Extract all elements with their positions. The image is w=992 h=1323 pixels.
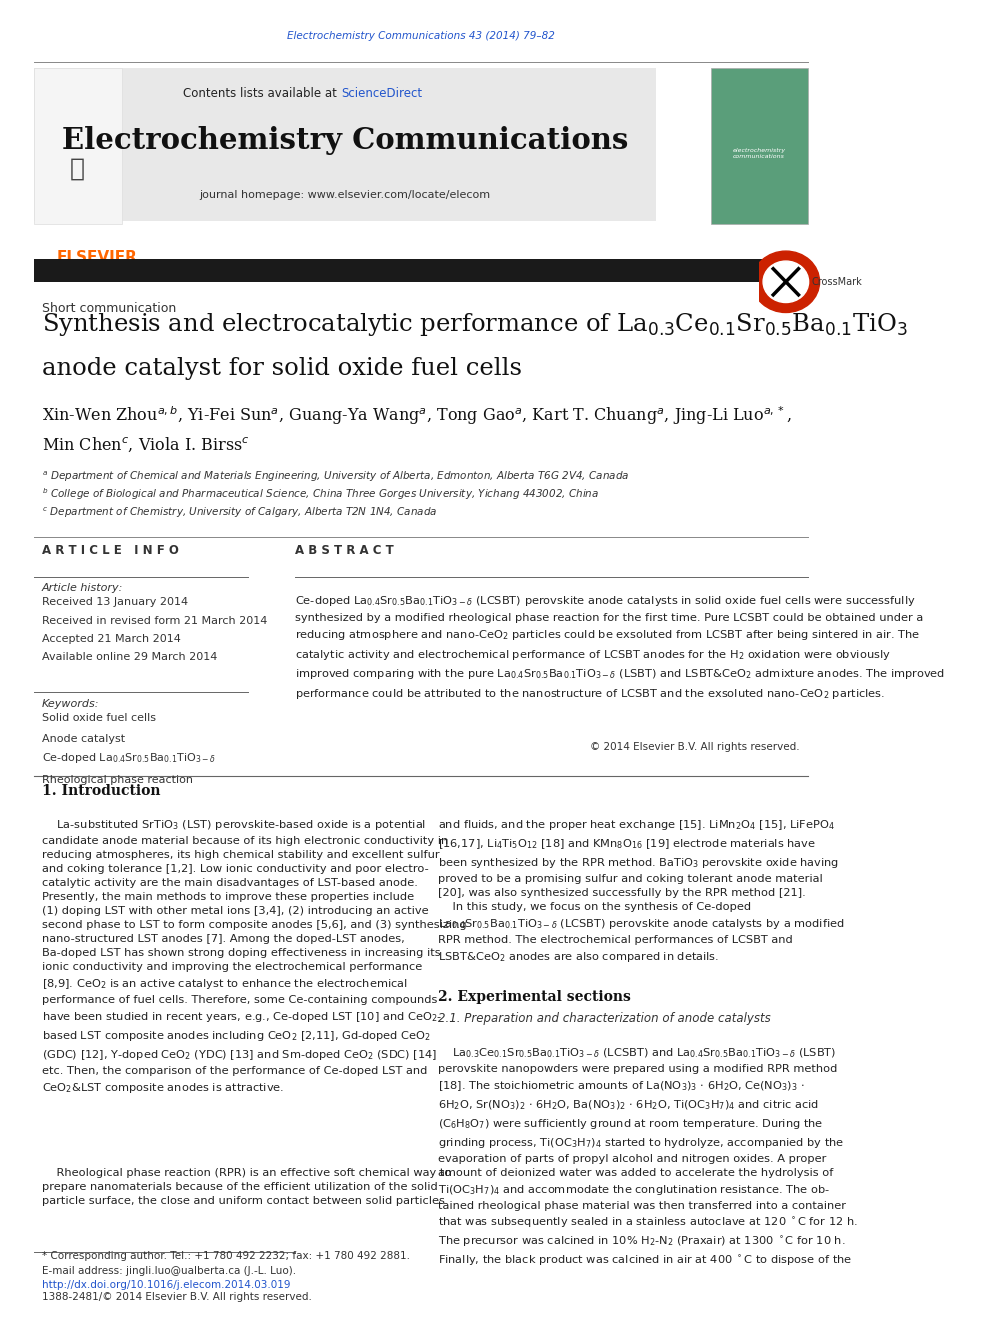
Text: Min Chen$^{c}$, Viola I. Birss$^{c}$: Min Chen$^{c}$, Viola I. Birss$^{c}$: [42, 435, 250, 454]
Text: Ce-doped La$_{0.4}$Sr$_{0.5}$Ba$_{0.1}$TiO$_{3-\delta}$: Ce-doped La$_{0.4}$Sr$_{0.5}$Ba$_{0.1}$T…: [42, 750, 216, 765]
Text: Rheological phase reaction (RPR) is an effective soft chemical way to
prepare na: Rheological phase reaction (RPR) is an e…: [42, 1168, 451, 1205]
Text: Keywords:: Keywords:: [42, 699, 99, 709]
Text: http://dx.doi.org/10.1016/j.elecom.2014.03.019: http://dx.doi.org/10.1016/j.elecom.2014.…: [42, 1281, 291, 1290]
Text: and fluids, and the proper heat exchange [15]. LiMn$_2$O$_4$ [15], LiFePO$_4$
[1: and fluids, and the proper heat exchange…: [437, 818, 844, 963]
Circle shape: [752, 251, 819, 312]
Text: Accepted 21 March 2014: Accepted 21 March 2014: [42, 634, 181, 644]
Text: ScienceDirect: ScienceDirect: [341, 87, 422, 101]
Text: journal homepage: www.elsevier.com/locate/elecom: journal homepage: www.elsevier.com/locat…: [199, 191, 491, 200]
Text: A B S T R A C T: A B S T R A C T: [295, 544, 393, 557]
Text: ELSEVIER: ELSEVIER: [57, 250, 137, 265]
Text: Electrochemistry Communications 43 (2014) 79–82: Electrochemistry Communications 43 (2014…: [287, 32, 555, 41]
Text: 1388-2481/© 2014 Elsevier B.V. All rights reserved.: 1388-2481/© 2014 Elsevier B.V. All right…: [42, 1291, 311, 1302]
Text: E-mail address: jingli.luo@ualberta.ca (J.-L. Luo).: E-mail address: jingli.luo@ualberta.ca (…: [42, 1266, 297, 1275]
Text: Solid oxide fuel cells: Solid oxide fuel cells: [42, 713, 156, 724]
Text: Anode catalyst: Anode catalyst: [42, 734, 125, 744]
Text: Electrochemistry Communications: Electrochemistry Communications: [62, 126, 628, 155]
Text: 2. Experimental sections: 2. Experimental sections: [437, 990, 631, 1004]
Text: Rheological phase reaction: Rheological phase reaction: [42, 775, 193, 786]
Text: $^{c}$ Department of Chemistry, University of Calgary, Alberta T2N 1N4, Canada: $^{c}$ Department of Chemistry, Universi…: [42, 505, 437, 520]
Text: Article history:: Article history:: [42, 583, 123, 593]
Text: 1. Introduction: 1. Introduction: [42, 785, 161, 799]
Text: Received 13 January 2014: Received 13 January 2014: [42, 597, 188, 607]
Text: Xin-Wen Zhou$^{a,b}$, Yi-Fei Sun$^{a}$, Guang-Ya Wang$^{a}$, Tong Gao$^{a}$, Kar: Xin-Wen Zhou$^{a,b}$, Yi-Fei Sun$^{a}$, …: [42, 404, 792, 426]
Text: Available online 29 March 2014: Available online 29 March 2014: [42, 652, 217, 662]
Bar: [34, 67, 122, 224]
Text: $^{b}$ College of Biological and Pharmaceutical Science, China Three Gorges Univ: $^{b}$ College of Biological and Pharmac…: [42, 486, 599, 501]
FancyBboxPatch shape: [34, 67, 657, 221]
Text: A R T I C L E   I N F O: A R T I C L E I N F O: [42, 544, 179, 557]
Text: La-substituted SrTiO$_3$ (LST) perovskite-based oxide is a potential
candidate a: La-substituted SrTiO$_3$ (LST) perovskit…: [42, 818, 466, 1095]
Bar: [711, 67, 807, 224]
Text: Short communication: Short communication: [42, 302, 177, 315]
Circle shape: [763, 261, 808, 303]
Text: anode catalyst for solid oxide fuel cells: anode catalyst for solid oxide fuel cell…: [42, 357, 522, 380]
Text: 2.1. Preparation and characterization of anode catalysts: 2.1. Preparation and characterization of…: [437, 1012, 771, 1025]
Text: CrossMark: CrossMark: [811, 277, 862, 287]
Text: La$_{0.3}$Ce$_{0.1}$Sr$_{0.5}$Ba$_{0.1}$TiO$_{3-\delta}$ (LCSBT) and La$_{0.4}$S: La$_{0.3}$Ce$_{0.1}$Sr$_{0.5}$Ba$_{0.1}$…: [437, 1046, 857, 1267]
Text: © 2014 Elsevier B.V. All rights reserved.: © 2014 Elsevier B.V. All rights reserved…: [590, 742, 800, 751]
Text: Synthesis and electrocatalytic performance of La$_{0.3}$Ce$_{0.1}$Sr$_{0.5}$Ba$_: Synthesis and electrocatalytic performan…: [42, 311, 908, 339]
Text: electrochemistry
communications: electrochemistry communications: [732, 148, 786, 159]
Text: Received in revised form 21 March 2014: Received in revised form 21 March 2014: [42, 615, 268, 626]
Text: 🌳: 🌳: [69, 157, 85, 181]
Bar: [34, 259, 807, 282]
Text: Ce-doped La$_{0.4}$Sr$_{0.5}$Ba$_{0.1}$TiO$_{3-\delta}$ (LCSBT) perovskite anode: Ce-doped La$_{0.4}$Sr$_{0.5}$Ba$_{0.1}$T…: [295, 594, 944, 701]
Text: Contents lists available at: Contents lists available at: [184, 87, 341, 101]
Text: $^{a}$ Department of Chemical and Materials Engineering, University of Alberta, : $^{a}$ Department of Chemical and Materi…: [42, 470, 629, 484]
Text: * Corresponding author. Tel.: +1 780 492 2232; fax: +1 780 492 2881.: * Corresponding author. Tel.: +1 780 492…: [42, 1252, 410, 1261]
